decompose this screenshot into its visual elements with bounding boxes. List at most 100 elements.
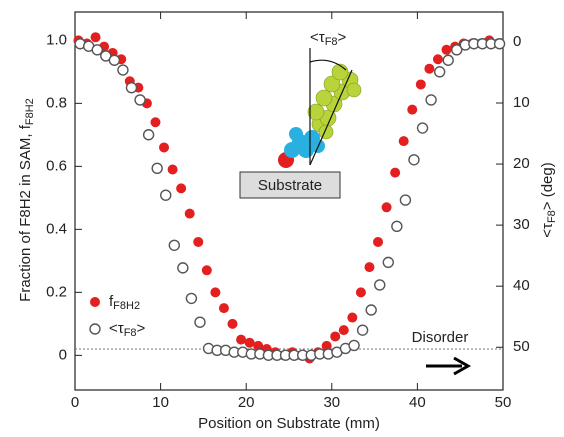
angle-arc <box>309 59 347 71</box>
data-point <box>185 292 198 305</box>
y-tick-label: 1.0 <box>46 31 67 48</box>
plot-frame <box>74 11 504 391</box>
data-point <box>355 287 366 298</box>
data-point <box>416 122 429 134</box>
data-point <box>407 104 418 115</box>
label-part: <τ <box>310 29 325 46</box>
x-tick-label: 20 <box>238 394 255 411</box>
y-tick-label: 0.6 <box>46 157 67 174</box>
y2-axis-label: <τF8> (deg) <box>539 162 558 237</box>
data-point <box>244 337 255 348</box>
legend-label: <τF8> <box>109 320 146 339</box>
label-part: <τ <box>539 223 556 238</box>
data-point <box>432 54 443 65</box>
label-part: Fraction of F8H2 in SAM, f <box>17 124 34 302</box>
y2-tick-label: 10 <box>513 94 530 111</box>
data-point <box>338 325 349 336</box>
y-tick-label: 0.4 <box>46 220 67 237</box>
x-tick-label: 50 <box>495 394 512 411</box>
inset-molecule: Substrate <τF8> <box>239 29 362 199</box>
data-point <box>194 316 206 328</box>
molecule-atoms <box>284 127 325 158</box>
data-point <box>184 208 195 219</box>
data-point <box>424 63 435 74</box>
label-part: > <box>338 29 347 46</box>
y2-tick-label: 20 <box>513 155 530 172</box>
label-part: F8H2 <box>113 300 140 312</box>
data-point <box>451 44 463 56</box>
data-point <box>159 142 170 153</box>
y2-tick-label: 40 <box>513 277 530 294</box>
data-point <box>347 312 358 323</box>
tilt-line <box>309 69 353 166</box>
label-part: > (deg) <box>539 162 556 210</box>
data-point <box>91 44 103 56</box>
data-point <box>373 236 384 247</box>
data-point <box>134 94 146 106</box>
data-point <box>201 265 212 276</box>
x-tick-label: 40 <box>409 394 426 411</box>
data-point <box>227 318 238 329</box>
label-part: f <box>109 293 114 310</box>
data-point <box>236 334 247 345</box>
data-point <box>399 194 412 206</box>
x-tick-label: 0 <box>71 394 79 411</box>
data-point <box>442 54 454 66</box>
substrate-label: Substrate <box>258 177 322 194</box>
data-point <box>167 164 178 175</box>
y-tick-label: 0.8 <box>46 94 67 111</box>
x-tick-label: 10 <box>152 394 169 411</box>
data-point <box>125 82 138 94</box>
data-point <box>382 256 394 269</box>
data-point <box>441 44 452 55</box>
x-axis-label: Position on Substrate (mm) <box>198 415 380 432</box>
data-point <box>356 324 369 336</box>
data-point <box>381 202 392 213</box>
data-point <box>391 220 403 233</box>
label-part: F8H2 <box>24 98 36 125</box>
label-part: > <box>137 320 146 337</box>
label-part: F8 <box>124 327 137 339</box>
data-point <box>390 167 401 178</box>
y-tick-label: 0 <box>59 346 67 363</box>
data-point <box>142 129 155 141</box>
legend-marker <box>89 323 101 335</box>
data-point <box>408 154 420 166</box>
data-point <box>415 79 426 90</box>
label-part: <τ <box>109 320 124 337</box>
data-point <box>425 94 437 106</box>
disorder-arrow <box>426 356 472 376</box>
label-part: F8 <box>325 36 338 48</box>
y-tick-label: 0.2 <box>46 283 67 300</box>
disorder-label: Disorder <box>412 329 469 346</box>
data-point <box>364 262 375 273</box>
data-point <box>176 183 187 194</box>
x-tick-label: 30 <box>323 394 340 411</box>
data-point <box>151 162 163 175</box>
data-point <box>433 66 446 78</box>
data-point <box>330 331 341 342</box>
data-point <box>160 189 172 201</box>
angle-label: <τF8> <box>310 29 347 48</box>
substrate-box <box>239 171 341 199</box>
data-point <box>90 32 101 43</box>
data-point <box>218 303 229 314</box>
data-point <box>374 279 386 291</box>
data-point <box>210 287 221 298</box>
molecule-atoms <box>307 63 362 140</box>
legend-label: fF8H2 <box>109 293 140 312</box>
data-point <box>117 64 129 76</box>
data-point <box>493 38 506 50</box>
data-point <box>108 54 121 66</box>
legend-marker <box>90 297 100 307</box>
data-point <box>365 304 377 316</box>
label-part: F8 <box>546 210 558 223</box>
y2-tick-label: 30 <box>513 216 530 233</box>
y-axis-label: Fraction of F8H2 in SAM, fF8H2 <box>17 98 36 302</box>
y2-tick-label: 50 <box>513 338 530 355</box>
data-point <box>193 236 204 247</box>
data-point <box>177 262 189 274</box>
data-point <box>348 339 360 352</box>
y2-tick-label: 0 <box>513 33 521 50</box>
